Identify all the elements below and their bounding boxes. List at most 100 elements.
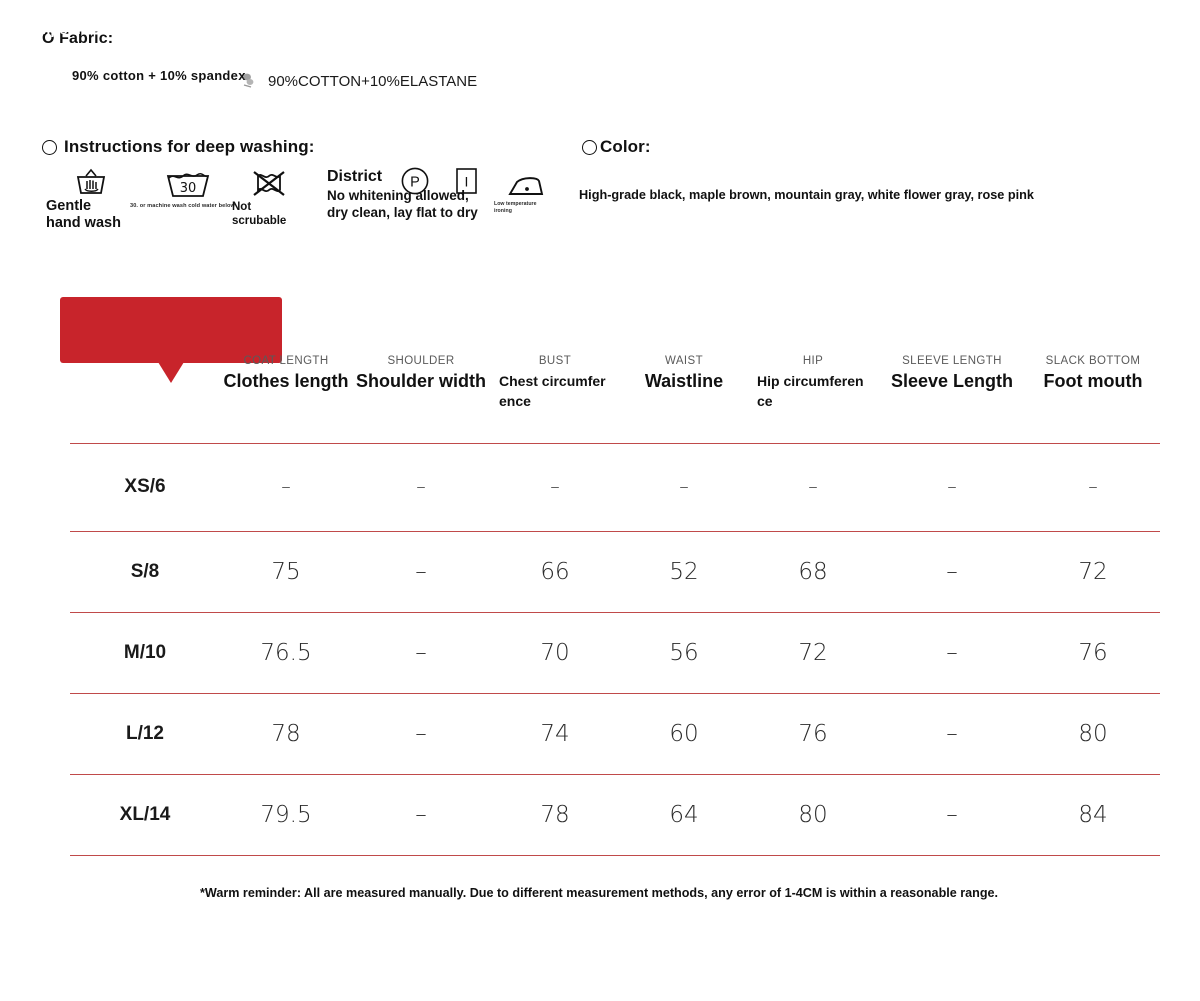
not-scrubable-caption: Not scrubable <box>232 201 287 227</box>
do-not-wring-icon <box>253 171 285 196</box>
machine-wash-caption: 30. or machine wash cold water below <box>130 203 235 209</box>
measurement-cell: 60 <box>620 693 748 775</box>
th-slack-bottom: SLACK BOTTOM Foot mouth <box>1026 355 1160 444</box>
size-label-cell: S/8 <box>70 531 220 613</box>
size-chart-table-wrapper: COAT LENGTH Clothes length SHOULDER Shou… <box>70 355 1160 856</box>
th-shoulder-main: Shoulder width <box>356 370 486 391</box>
measurement-cell: – <box>878 693 1026 775</box>
category-banner-label: Jumpsuit/BODYSUIT <box>20 22 167 38</box>
category-banner <box>60 297 282 363</box>
th-slack-bottom-main: Foot mouth <box>1043 370 1143 391</box>
th-bust-sub: BUST <box>538 355 572 367</box>
care-item-no-bleach: I <box>452 166 480 196</box>
bleach-not-allowed-icon: I <box>456 168 477 194</box>
th-coat-length-main: Clothes length <box>223 370 349 391</box>
iron-caption: Low temperature ironing <box>494 201 537 214</box>
care-item-not-scrubable: Not scrubable <box>232 168 318 229</box>
iron-low-temp-icon <box>508 177 544 195</box>
care-item-dry-clean-p: P <box>400 166 430 196</box>
care-item-district: District No whitening allowed, dry clean… <box>327 168 487 222</box>
district-word: District <box>327 168 383 185</box>
measurement-cell: 66 <box>490 531 620 613</box>
measurement-cell: – <box>352 693 490 775</box>
measurement-cell: – <box>490 443 620 532</box>
hand-wash-caption: Gentle hand wash <box>46 198 121 231</box>
color-values: High-grade black, maple brown, mountain … <box>579 188 1034 202</box>
bullet-circle-icon <box>42 139 57 155</box>
color-heading-row: Color: <box>582 137 651 157</box>
measurement-cell: – <box>748 443 878 532</box>
measurement-cell: 79.5 <box>220 774 352 856</box>
measurement-cell: – <box>220 443 352 532</box>
measurement-cell: 78 <box>490 774 620 856</box>
measurement-cell: – <box>878 612 1026 694</box>
size-label-cell: XS/6 <box>70 443 220 532</box>
care-item-hand-wash: Gentle hand wash <box>46 168 146 232</box>
dry-clean-p-icon: P <box>401 167 429 195</box>
measurement-cell: – <box>878 531 1026 613</box>
measurement-cell: 74 <box>490 693 620 775</box>
th-slack-bottom-sub: SLACK BOTTOM <box>1045 355 1141 367</box>
p-symbol-text: P <box>410 175 420 191</box>
measurement-cell: 75 <box>220 531 352 613</box>
th-bust-main: Chest circumference <box>499 372 606 410</box>
th-hip-sub: HIP <box>802 355 824 367</box>
table-row: L/12 78–74 60 76–80 <box>70 693 1160 775</box>
care-symbols-row: Gentle hand wash 30 30. or machine wash c… <box>42 166 602 298</box>
measurement-cell: 70 <box>490 612 620 694</box>
care-item-iron: Low temperature ironing <box>494 168 574 214</box>
measurement-cell: 80 <box>748 774 878 856</box>
measurement-cell: – <box>620 443 748 532</box>
warm-reminder-footnote: *Warm reminder: All are measured manuall… <box>200 886 999 900</box>
measurement-cell: – <box>352 612 490 694</box>
table-row: XL/14 79.5–78 64 80–84 <box>70 774 1160 856</box>
table-header-row: COAT LENGTH Clothes length SHOULDER Shou… <box>70 355 1160 444</box>
i-symbol-text: I <box>465 174 469 190</box>
hand-wash-icon <box>76 168 106 194</box>
measurement-cell: – <box>1026 443 1160 532</box>
svg-text:30: 30 <box>180 181 197 196</box>
smudge-mark-icon <box>243 73 254 88</box>
measurement-cell: 52 <box>620 531 748 613</box>
th-hip: HIP Hip circumference <box>748 355 878 444</box>
measurement-cell: 68 <box>748 531 878 613</box>
district-caption: No whitening allowed, dry clean, lay fla… <box>327 188 478 220</box>
measurement-cell: 56 <box>620 612 748 694</box>
th-sleeve-length: SLEEVE LENGTH Sleeve Length <box>878 355 1026 444</box>
th-sleeve-length-main: Sleeve Length <box>890 370 1014 391</box>
measurement-cell: 84 <box>1026 774 1160 856</box>
th-coat-length-sub: COAT LENGTH <box>243 355 329 367</box>
th-bust: BUST Chest circumference <box>490 355 620 444</box>
measurement-cell: 78 <box>220 693 352 775</box>
th-hip-main: Hip circumference <box>757 372 864 410</box>
th-coat-length: COAT LENGTH Clothes length <box>220 355 352 444</box>
measurement-cell: 72 <box>1026 531 1160 613</box>
measurement-cell: 64 <box>620 774 748 856</box>
measurement-cell: 80 <box>1026 693 1160 775</box>
measurement-cell: 76.5 <box>220 612 352 694</box>
washing-heading: Instructions for deep washing: <box>64 137 315 156</box>
color-heading: Color: <box>600 137 651 156</box>
size-label-cell: XL/14 <box>70 774 220 856</box>
measurement-cell: – <box>878 774 1026 856</box>
th-size <box>70 355 220 444</box>
fabric-heading: O Fabric: <box>42 30 114 47</box>
th-shoulder-sub: SHOULDER <box>387 355 455 367</box>
th-waist-sub: WAIST <box>665 355 703 367</box>
measurement-cell: 76 <box>748 693 878 775</box>
th-waist: WAIST Waistline <box>620 355 748 444</box>
machine-wash-30-icon: 30 <box>166 173 210 197</box>
measurement-cell: – <box>352 774 490 856</box>
care-item-machine-wash: 30 30. or machine wash cold water below <box>130 168 260 209</box>
washing-heading-row: Instructions for deep washing: <box>42 137 314 157</box>
th-waist-main: Waistline <box>644 370 724 391</box>
table-row: S/8 75–66 52 68–72 <box>70 531 1160 613</box>
size-label-cell: L/12 <box>70 693 220 775</box>
table-row: XS/6– – – – – – – <box>70 443 1160 532</box>
th-shoulder: SHOULDER Shoulder width <box>352 355 490 444</box>
bullet-circle-icon <box>582 139 597 155</box>
size-chart-table-body: XS/6– – – – – – – S/8 75–66 52 68–72 M/10 76.5–70 56 7… <box>70 443 1160 856</box>
fabric-composition-cn: 90% cotton + 10% spandex <box>72 68 246 83</box>
measurement-cell: 76 <box>1026 612 1160 694</box>
size-label-cell: M/10 <box>70 612 220 694</box>
